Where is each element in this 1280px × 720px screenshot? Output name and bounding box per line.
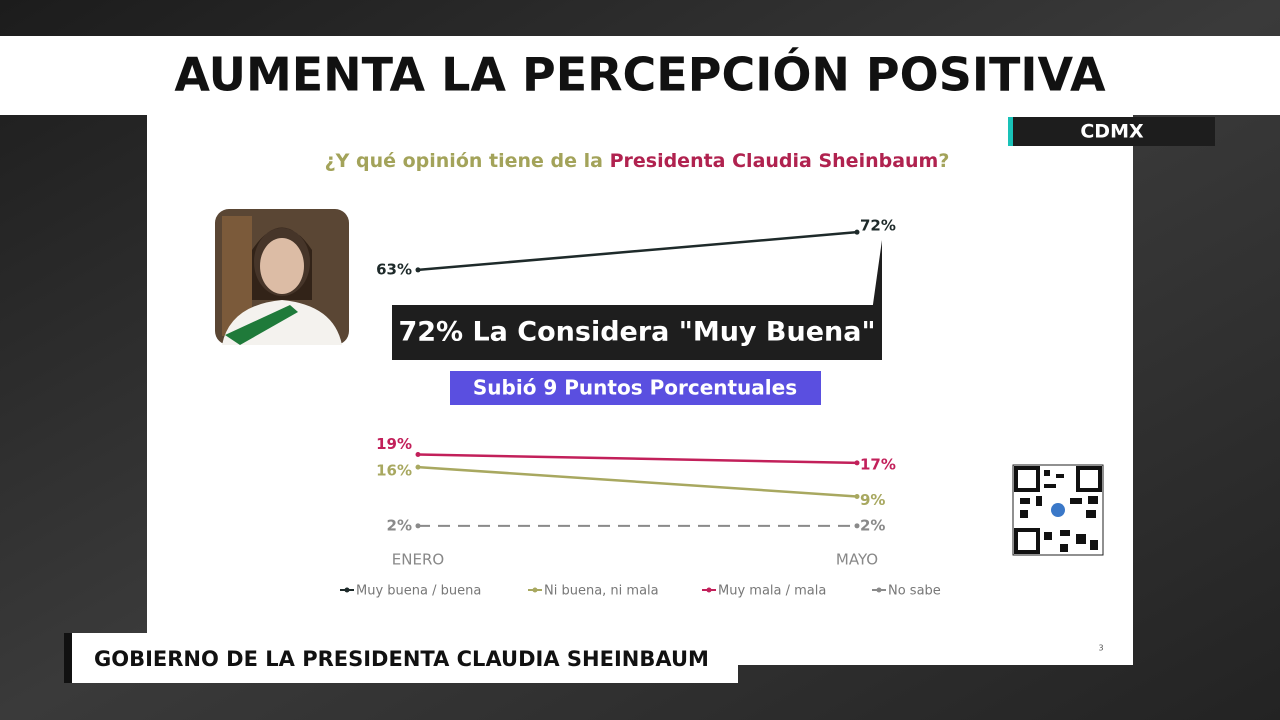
headline: AUMENTA LA PERCEPCIÓN POSITIVA <box>174 48 1106 102</box>
point <box>415 452 421 458</box>
qr-finder <box>1076 466 1102 492</box>
qr-modules <box>1020 470 1098 552</box>
legend-label: No sabe <box>888 584 941 599</box>
point <box>854 523 860 529</box>
callout: 72% La Considera "Muy Buena" <box>398 317 875 348</box>
qr-code <box>1012 464 1104 556</box>
value-label: 17% <box>860 455 896 473</box>
x-tick-label: ENERO <box>392 551 444 569</box>
point <box>854 460 860 466</box>
qr-finder <box>1014 528 1040 554</box>
value-label: 2% <box>387 516 412 534</box>
badge-box <box>1008 117 1215 146</box>
callout-box <box>392 305 882 360</box>
legend-label: Muy mala / mala <box>718 584 826 599</box>
point <box>415 523 421 529</box>
qr-finder <box>1014 466 1040 492</box>
value-label: 16% <box>376 462 412 480</box>
legend-label: Ni buena, ni mala <box>544 584 659 599</box>
point <box>415 267 421 273</box>
legend-label: Muy buena / buena <box>356 584 481 599</box>
plot: ENERO MAYO 63% 72% 16% 9% 19% 17% 2% 2% Muy buena … <box>340 217 941 599</box>
title-part: ¿Y qué opinión tiene de la <box>325 150 610 172</box>
value-label: 19% <box>376 435 412 453</box>
badge: CDMX <box>1080 121 1144 143</box>
page-number: 3 <box>1098 644 1103 653</box>
point <box>415 464 421 470</box>
point <box>854 229 860 235</box>
chart-title: ¿Y qué opinión tiene de la Presidenta Cl… <box>325 150 950 172</box>
point <box>854 493 860 499</box>
qr-logo <box>1051 503 1065 517</box>
series-line <box>417 230 858 272</box>
footer-accent <box>64 633 72 683</box>
badge-accent <box>1008 117 1013 146</box>
face-front <box>260 238 304 294</box>
value-label: 9% <box>860 491 885 509</box>
value-label: 63% <box>376 260 412 278</box>
legend-dot <box>706 587 712 593</box>
portrait <box>215 209 349 345</box>
subcallout-box <box>450 371 821 405</box>
title-part: Presidenta Claudia Sheinbaum <box>610 150 939 172</box>
series-line <box>417 453 858 465</box>
legend-dot <box>532 587 538 593</box>
value-label: 72% <box>860 217 896 235</box>
footer: GOBIERNO DE LA PRESIDENTA CLAUDIA SHEINB… <box>94 647 709 671</box>
x-tick-label: MAYO <box>836 551 878 569</box>
series-line <box>417 465 858 498</box>
subcallout: Subió 9 Puntos Porcentuales <box>473 376 797 400</box>
legend-dot <box>344 587 350 593</box>
headline-band <box>0 36 1280 115</box>
legend-dot <box>876 587 882 593</box>
sash <box>225 305 298 345</box>
title-part: ? <box>938 150 949 172</box>
footer-band <box>64 633 738 683</box>
value-label: 2% <box>860 516 885 534</box>
